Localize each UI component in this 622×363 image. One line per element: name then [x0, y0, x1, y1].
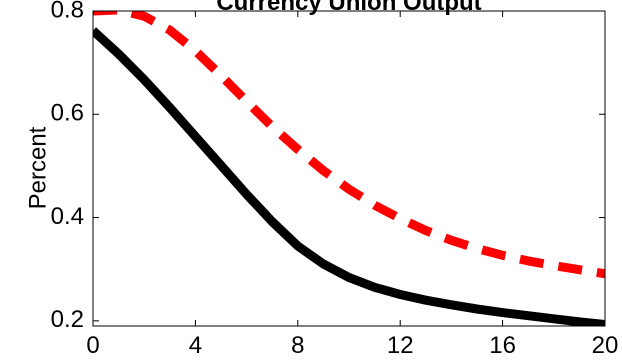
series-line-1 — [93, 27, 605, 326]
y-tick-label: 0.8 — [51, 0, 84, 23]
ticks-layer: 0 4 8 12 16 20 0.2 0.4 0.6 0.8 — [51, 0, 619, 359]
x-tick-label: 0 — [86, 332, 99, 359]
x-tick-label: 8 — [291, 332, 304, 359]
y-tick-label: 0.2 — [51, 306, 84, 333]
y-axis-label: Percent — [24, 126, 51, 209]
x-tick-label: 4 — [189, 332, 202, 359]
y-tick-label: 0.6 — [51, 100, 84, 127]
series-line-2 — [93, 11, 605, 279]
series-layer — [93, 11, 605, 326]
x-tick-label: 16 — [489, 332, 516, 359]
plot-frame — [92, 10, 606, 327]
x-tick-label: 20 — [592, 332, 619, 359]
x-tick-label: 12 — [387, 332, 414, 359]
chart-title: Currency Union Output — [216, 0, 481, 16]
y-tick-label: 0.4 — [51, 203, 84, 230]
